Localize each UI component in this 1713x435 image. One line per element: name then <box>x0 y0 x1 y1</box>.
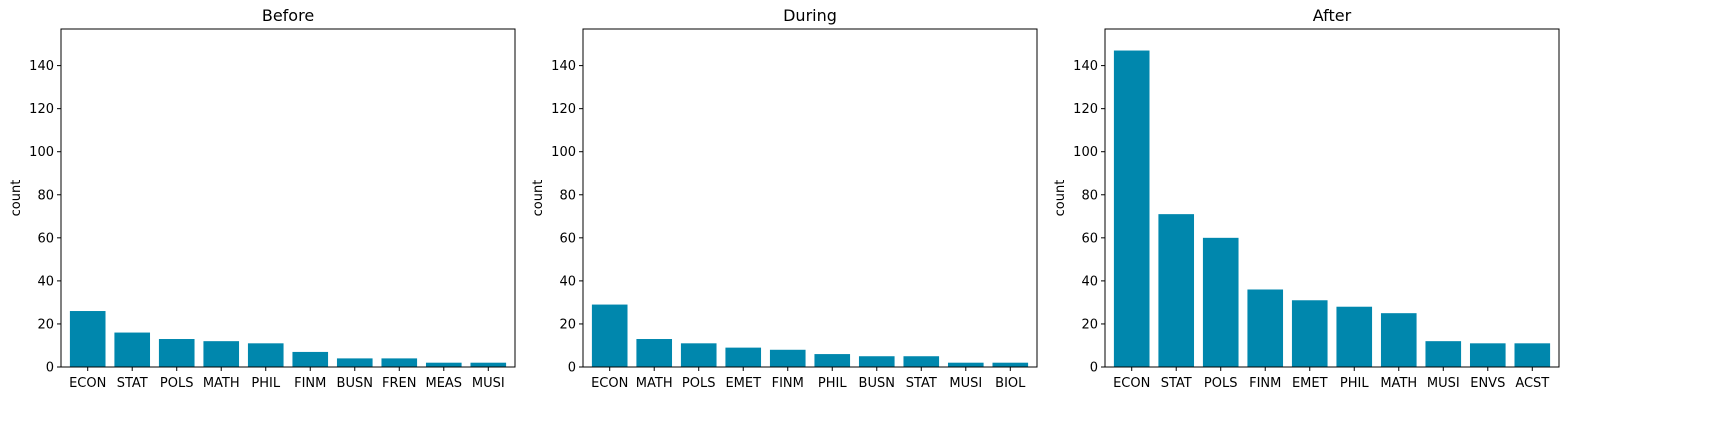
y-tick-label: 80 <box>559 188 576 203</box>
x-tick-label: PHIL <box>1340 376 1369 391</box>
bar-phil <box>247 343 284 367</box>
bar-stat <box>114 332 151 367</box>
chart-title: During <box>783 6 837 25</box>
bar-phil <box>814 354 851 367</box>
x-tick-label: BIOL <box>995 376 1026 391</box>
y-tick-label: 60 <box>559 231 576 246</box>
x-tick-label: MUSI <box>1427 376 1460 391</box>
y-tick-label: 120 <box>29 102 54 117</box>
x-tick-label: POLS <box>1204 376 1238 391</box>
x-tick-label: STAT <box>117 376 148 391</box>
bar-phil <box>1336 306 1373 367</box>
bar-math <box>636 339 673 367</box>
x-tick-label: MUSI <box>949 376 982 391</box>
x-tick-label: PHIL <box>251 376 280 391</box>
bar-finm <box>292 351 329 367</box>
x-tick-label: EMET <box>1292 376 1328 391</box>
chart-panel-2: ECON MATH POLS EMET FINM PHIL BUSN STAT MUSI BIOL… <box>531 6 1038 391</box>
y-axis-label: count <box>531 180 546 217</box>
bar-pols <box>158 339 195 367</box>
plot-frame <box>582 28 1038 368</box>
plot-frame <box>1104 28 1560 368</box>
bar-envs <box>1469 343 1506 367</box>
y-tick-label: 20 <box>559 317 576 332</box>
bar-pols <box>1202 237 1239 367</box>
y-tick-label: 40 <box>37 274 54 289</box>
x-tick-label: STAT <box>906 376 937 391</box>
y-tick-label: 20 <box>37 317 54 332</box>
y-tick-label: 0 <box>1090 361 1098 376</box>
x-tick-label: FREN <box>382 376 416 391</box>
x-tick-label: PHIL <box>818 376 847 391</box>
x-tick-label: BUSN <box>859 376 895 391</box>
y-tick-label: 140 <box>29 59 54 74</box>
bar-meas <box>425 362 462 367</box>
bar-econ <box>1113 50 1150 368</box>
y-tick-label: 0 <box>568 361 576 376</box>
x-tick-label: EMET <box>725 376 761 391</box>
bar-econ <box>591 304 628 367</box>
y-tick-label: 120 <box>551 102 576 117</box>
y-tick-label: 100 <box>29 145 54 160</box>
y-tick-label: 80 <box>37 188 54 203</box>
y-tick-label: 140 <box>1073 59 1098 74</box>
chart-title: Before <box>262 6 314 25</box>
bar-biol <box>992 362 1029 367</box>
bar-acst <box>1514 343 1551 367</box>
y-tick-label: 100 <box>551 145 576 160</box>
x-tick-label: MATH <box>636 376 673 391</box>
chart-panel-3: ECON STAT POLS FINM EMET PHIL MATH MUSI ENVS ACST… <box>1053 6 1560 391</box>
x-tick-label: POLS <box>160 376 194 391</box>
bar-math <box>1380 313 1417 367</box>
bar-stat <box>903 356 940 367</box>
bar-busn <box>336 358 373 367</box>
x-tick-label: POLS <box>682 376 716 391</box>
y-tick-label: 60 <box>37 231 54 246</box>
x-tick-label: ENVS <box>1470 376 1505 391</box>
y-axis-label: count <box>9 180 24 217</box>
x-tick-label: FINM <box>772 376 804 391</box>
x-tick-label: BUSN <box>337 376 373 391</box>
bar-fren <box>381 358 418 367</box>
chart-title: After <box>1313 6 1352 25</box>
y-tick-label: 100 <box>1073 145 1098 160</box>
x-tick-label: STAT <box>1161 376 1192 391</box>
x-tick-label: FINM <box>294 376 326 391</box>
bar-math <box>203 341 240 367</box>
bar-stat <box>1158 214 1195 367</box>
x-tick-label: FINM <box>1249 376 1281 391</box>
y-tick-label: 140 <box>551 59 576 74</box>
bar-finm <box>1247 289 1284 367</box>
x-tick-label: MEAS <box>425 376 462 391</box>
bar-pols <box>680 343 717 367</box>
bar-musi <box>947 362 984 367</box>
x-tick-label: ECON <box>591 376 628 391</box>
x-tick-label: MUSI <box>472 376 505 391</box>
y-tick-label: 0 <box>46 361 54 376</box>
y-axis-label: count <box>1053 180 1068 217</box>
bar-econ <box>69 311 106 367</box>
bar-musi <box>1425 341 1462 367</box>
chart-panel-1: ECON STAT POLS MATH PHIL FINM BUSN FREN MEAS MUSI… <box>9 6 516 391</box>
bar-emet <box>1291 300 1328 367</box>
bar-emet <box>725 347 762 367</box>
y-tick-label: 20 <box>1081 317 1098 332</box>
x-tick-label: MATH <box>203 376 240 391</box>
bar-musi <box>470 362 507 367</box>
x-tick-label: ECON <box>1113 376 1150 391</box>
x-tick-label: ACST <box>1515 376 1549 391</box>
x-tick-label: MATH <box>1380 376 1417 391</box>
y-tick-label: 40 <box>1081 274 1098 289</box>
y-tick-label: 40 <box>559 274 576 289</box>
y-tick-label: 80 <box>1081 188 1098 203</box>
plot-frame <box>60 28 516 368</box>
bar-finm <box>769 349 806 367</box>
y-tick-label: 60 <box>1081 231 1098 246</box>
x-tick-label: ECON <box>69 376 106 391</box>
y-tick-label: 120 <box>1073 102 1098 117</box>
bar-busn <box>858 356 895 367</box>
